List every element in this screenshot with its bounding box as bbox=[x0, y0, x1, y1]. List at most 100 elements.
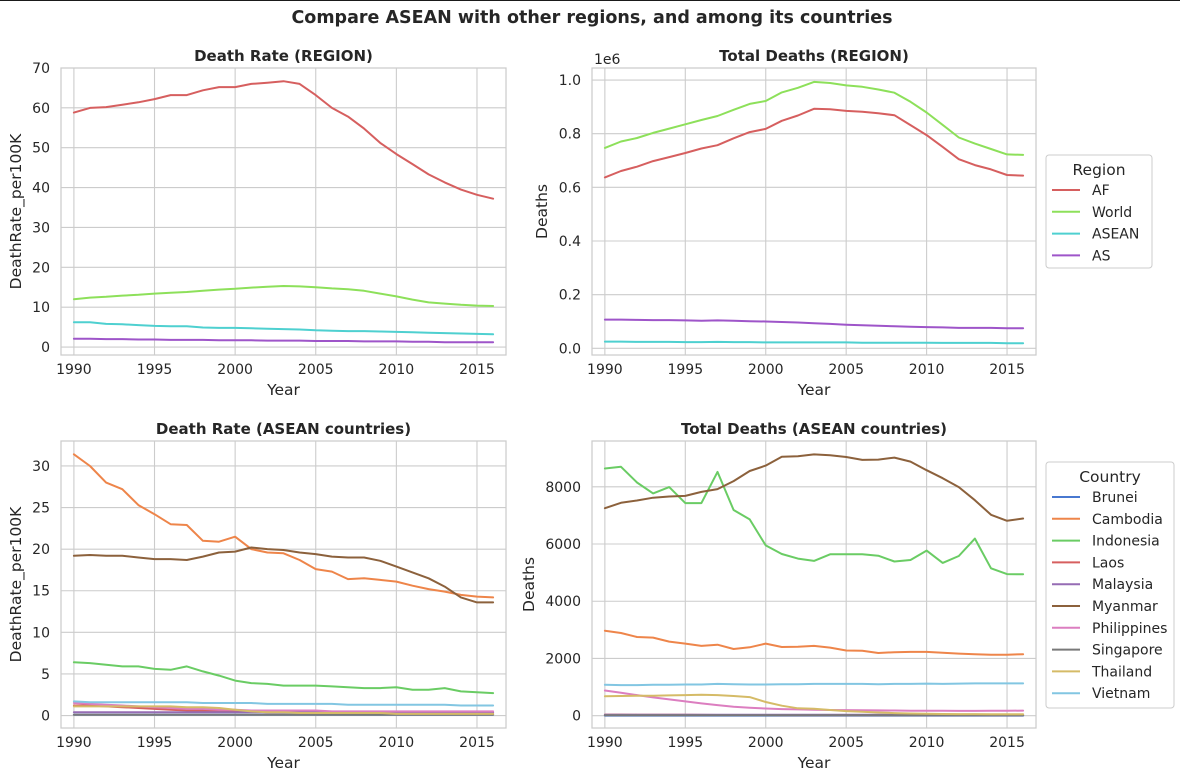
series-line-asean bbox=[603, 340, 1025, 345]
x-axis-label: Year bbox=[797, 754, 831, 772]
legend-frame bbox=[1045, 154, 1153, 269]
y-tick-label: 0.8 bbox=[559, 127, 581, 143]
y-tick-label: 0 bbox=[572, 709, 581, 725]
x-tick-label: 2000 bbox=[748, 735, 784, 751]
series-line-cambodia bbox=[72, 453, 495, 599]
x-tick-label: 2010 bbox=[379, 362, 415, 378]
legend-label-thailand: Thailand bbox=[1091, 664, 1152, 680]
legend-label-malaysia: Malaysia bbox=[1092, 577, 1153, 593]
x-tick-label: 2005 bbox=[298, 362, 334, 378]
y-axis-label: Deaths bbox=[533, 184, 551, 239]
y-axis-label: Deaths bbox=[520, 557, 538, 612]
legend-label-as: AS bbox=[1092, 248, 1111, 264]
x-tick-label: 2015 bbox=[459, 735, 495, 751]
y-tick-label: 1.0 bbox=[559, 73, 581, 89]
series-line-cambodia bbox=[603, 629, 1025, 656]
y-tick-label: 0.4 bbox=[559, 234, 581, 250]
plot-area bbox=[60, 440, 507, 729]
x-tick-label: 2015 bbox=[989, 735, 1025, 751]
x-tick-label: 1995 bbox=[137, 362, 173, 378]
series-line-vietnam bbox=[72, 700, 495, 707]
series-line-as bbox=[72, 337, 495, 344]
x-tick-label: 2000 bbox=[217, 362, 253, 378]
y-tick-label: 30 bbox=[32, 459, 50, 475]
legend-title: Country bbox=[1079, 468, 1141, 486]
legend-label-brunei: Brunei bbox=[1092, 490, 1138, 506]
series-line-thailand bbox=[603, 693, 1025, 716]
legend-label-af: AF bbox=[1092, 183, 1110, 199]
legend-label-philippines: Philippines bbox=[1092, 621, 1167, 637]
y-tick-label: 0.2 bbox=[559, 288, 581, 304]
series-line-thailand bbox=[72, 705, 495, 715]
x-tick-label: 1995 bbox=[137, 735, 173, 751]
plot-area bbox=[591, 67, 1037, 356]
x-axis-label: Year bbox=[266, 381, 300, 399]
legend-title: Region bbox=[1072, 161, 1125, 179]
y-tick-label: 8000 bbox=[545, 480, 581, 496]
y-tick-label: 2000 bbox=[545, 651, 581, 667]
x-tick-label: 2010 bbox=[379, 735, 415, 751]
y-tick-label: 20 bbox=[32, 542, 50, 558]
legend-label-asean: ASEAN bbox=[1092, 227, 1139, 243]
series-line-myanmar bbox=[603, 453, 1025, 522]
legend-label-vietnam: Vietnam bbox=[1092, 686, 1150, 702]
series-line-as bbox=[603, 318, 1025, 330]
legend-frame bbox=[1045, 461, 1175, 709]
y-tick-label: 70 bbox=[32, 61, 50, 77]
x-axis-label: Year bbox=[266, 754, 300, 772]
x-tick-label: 2000 bbox=[217, 735, 253, 751]
x-tick-label: 1995 bbox=[667, 735, 703, 751]
y-axis-label: DeathRate_per100K bbox=[7, 506, 26, 662]
series-line-indonesia bbox=[603, 465, 1025, 576]
legend-label-cambodia: Cambodia bbox=[1092, 512, 1163, 528]
y-tick-label: 15 bbox=[32, 584, 50, 600]
x-tick-label: 1995 bbox=[667, 362, 703, 378]
series-line-world bbox=[603, 80, 1025, 156]
figure-title: Compare ASEAN with other regions, and am… bbox=[291, 8, 893, 28]
y-tick-label: 0.6 bbox=[559, 180, 581, 196]
legend-label-laos: Laos bbox=[1092, 555, 1124, 571]
legend-label-singapore: Singapore bbox=[1092, 643, 1163, 659]
y-tick-label: 5 bbox=[41, 667, 50, 683]
x-tick-label: 2000 bbox=[748, 362, 784, 378]
y-tick-label: 4000 bbox=[545, 594, 581, 610]
panel-country-deaths: 1990 1995 2000 2005 2010 2015 0 2000 4000 6000 800… bbox=[520, 420, 1037, 772]
x-tick-label: 1990 bbox=[56, 735, 92, 751]
panel-title: Total Deaths (REGION) bbox=[719, 47, 909, 65]
panel-title: Death Rate (ASEAN countries) bbox=[156, 420, 411, 438]
series-line-af bbox=[603, 107, 1025, 179]
x-tick-label: 2015 bbox=[459, 362, 495, 378]
y-tick-label: 10 bbox=[32, 625, 50, 641]
legend-label-world: World bbox=[1092, 205, 1132, 221]
x-tick-label: 1990 bbox=[587, 362, 623, 378]
x-tick-label: 2015 bbox=[989, 362, 1025, 378]
y-tick-label: 25 bbox=[32, 501, 50, 517]
series-line-world bbox=[72, 285, 495, 307]
legend-label-myanmar: Myanmar bbox=[1092, 599, 1158, 615]
panel-region-rate: 1990 1995 2000 2005 2010 2015 0 10 20 30 40 50 60 70 D… bbox=[7, 47, 507, 399]
y-tick-label: 50 bbox=[32, 141, 50, 157]
y-tick-label: 0 bbox=[41, 340, 50, 356]
y-tick-label: 20 bbox=[32, 260, 50, 276]
y-tick-label: 10 bbox=[32, 300, 50, 316]
series-line-af bbox=[72, 80, 495, 200]
series-line-indonesia bbox=[72, 661, 495, 695]
x-tick-label: 2005 bbox=[828, 735, 864, 751]
x-tick-label: 2005 bbox=[298, 735, 334, 751]
series-line-vietnam bbox=[603, 682, 1025, 687]
legend-label-indonesia: Indonesia bbox=[1092, 534, 1160, 550]
x-tick-label: 1990 bbox=[56, 362, 92, 378]
legend-country: Country Brunei Cambodia Indonesia Laos Malays… bbox=[1045, 461, 1175, 709]
x-tick-label: 2010 bbox=[909, 735, 945, 751]
y-tick-label: 6000 bbox=[545, 537, 581, 553]
panel-title: Total Deaths (ASEAN countries) bbox=[681, 420, 947, 438]
y-tick-label: 30 bbox=[32, 220, 50, 236]
top-border-line bbox=[0, 0, 1180, 1]
legend-region: Region AF World ASEAN AS bbox=[1045, 154, 1153, 269]
y-tick-label: 60 bbox=[32, 101, 50, 117]
y-axis-label: DeathRate_per100K bbox=[7, 133, 26, 289]
x-tick-label: 2005 bbox=[828, 362, 864, 378]
x-tick-label: 1990 bbox=[587, 735, 623, 751]
plot-area bbox=[60, 67, 507, 356]
series-line-myanmar bbox=[72, 546, 495, 604]
